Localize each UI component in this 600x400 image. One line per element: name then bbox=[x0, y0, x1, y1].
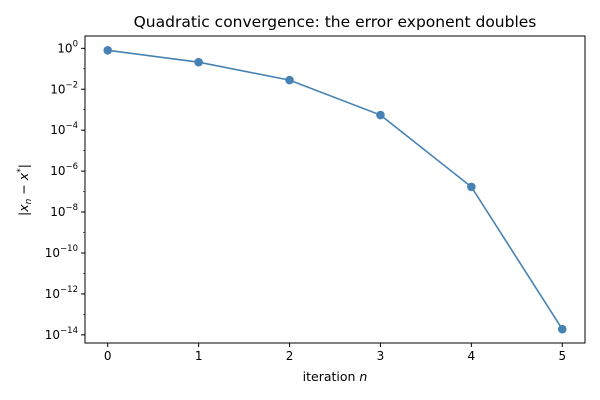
data-point bbox=[376, 110, 385, 120]
y-tick-label: 10−12 bbox=[45, 285, 78, 301]
x-tick-label: 5 bbox=[558, 349, 566, 363]
y-tick-label: 10−2 bbox=[50, 80, 78, 96]
data-point bbox=[194, 57, 203, 67]
x-tick-label: 0 bbox=[104, 349, 112, 363]
data-point bbox=[103, 46, 113, 55]
axis-ticks: 0 1 2 3 4 5 100 10−2 10−4 10−6 10−8 10−10 10−12 10−14 bbox=[45, 39, 566, 363]
plot-frame bbox=[84, 35, 586, 344]
data-point bbox=[557, 324, 567, 334]
y-tick-label: 10−10 bbox=[45, 244, 78, 260]
series-group bbox=[103, 46, 567, 334]
x-tick-label: 1 bbox=[195, 349, 203, 363]
x-tick-label: 2 bbox=[286, 349, 294, 363]
y-tick-label: 10−8 bbox=[50, 203, 78, 219]
x-tick-label: 3 bbox=[377, 349, 385, 363]
x-tick-label: 4 bbox=[468, 349, 476, 363]
y-tick-label: 100 bbox=[57, 39, 78, 55]
chart-title: Quadratic convergence: the error exponen… bbox=[134, 13, 537, 31]
x-axis-label: iteration n bbox=[303, 369, 368, 384]
data-point bbox=[467, 182, 476, 192]
y-tick-label: 10−6 bbox=[50, 162, 78, 178]
data-point bbox=[285, 75, 294, 85]
y-tick-label: 10−14 bbox=[45, 326, 78, 342]
y-tick-label: 10−4 bbox=[50, 121, 78, 137]
series-line bbox=[107, 49, 563, 330]
y-axis-label: |xn − x*| bbox=[16, 164, 34, 216]
